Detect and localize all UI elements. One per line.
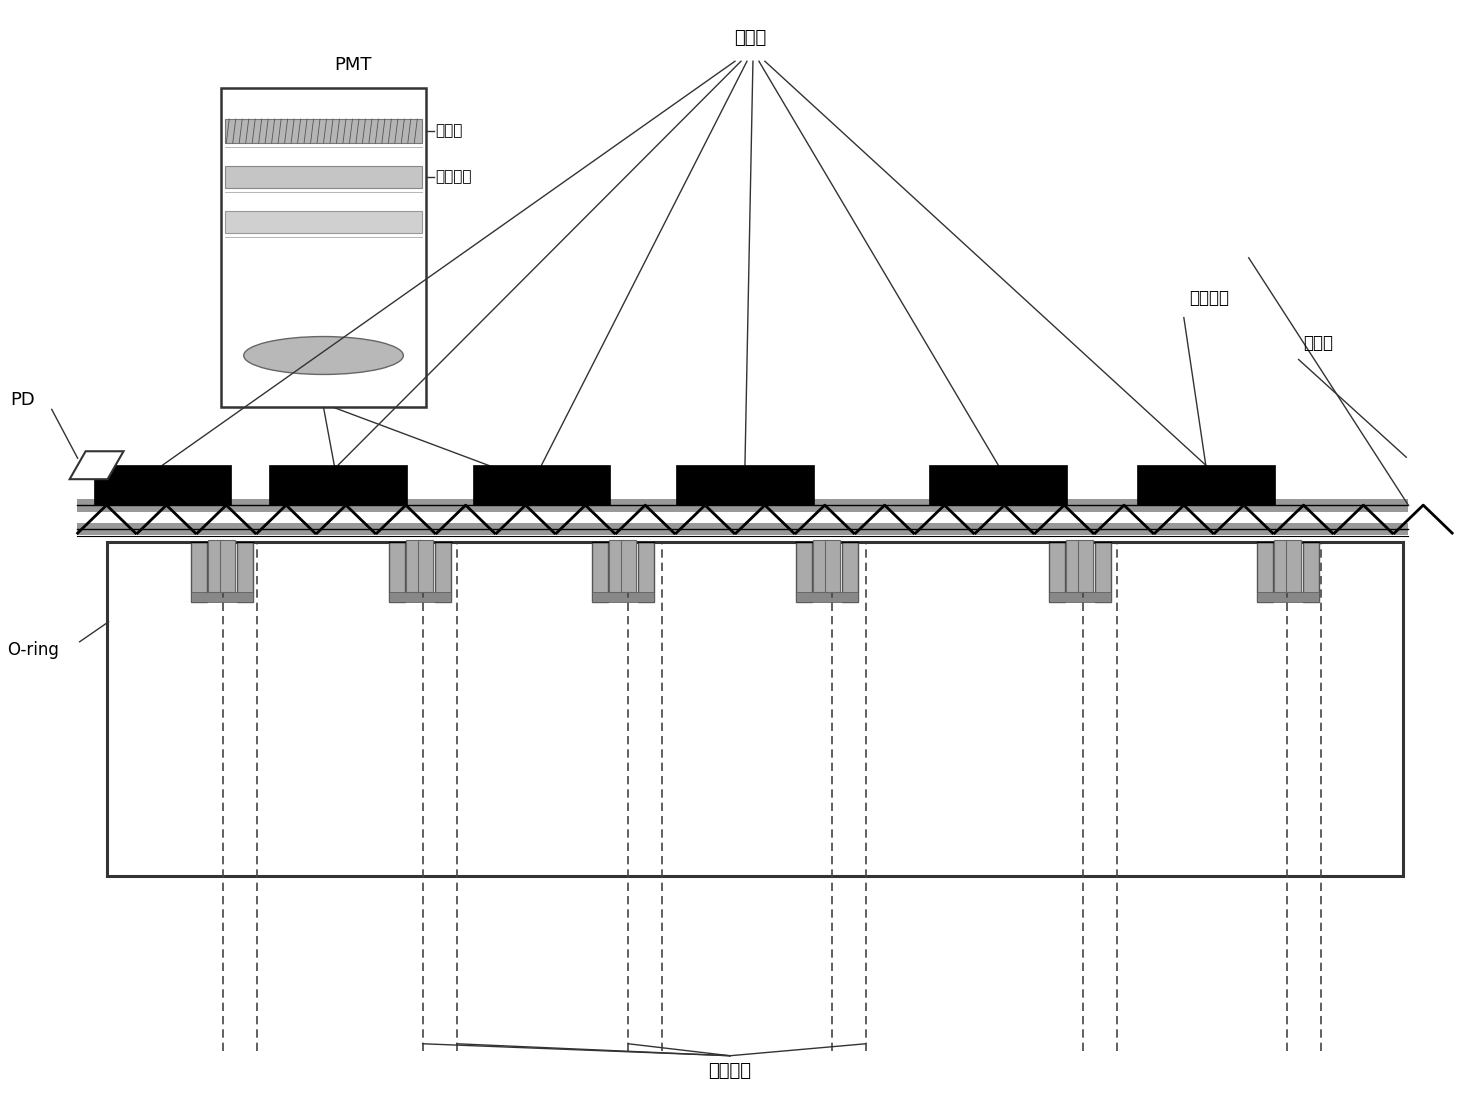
Bar xyxy=(796,592,858,602)
Bar xyxy=(1273,540,1288,592)
Bar xyxy=(1303,542,1319,602)
Bar xyxy=(1067,540,1081,592)
Text: 进出样管: 进出样管 xyxy=(708,1062,752,1079)
Bar xyxy=(191,592,254,602)
Bar xyxy=(638,542,654,602)
Bar xyxy=(593,542,609,602)
Bar xyxy=(226,166,421,188)
Bar xyxy=(389,592,450,602)
Bar xyxy=(221,89,425,407)
Polygon shape xyxy=(70,452,124,479)
Bar xyxy=(1136,465,1275,505)
Text: 反应池: 反应池 xyxy=(734,29,766,48)
Bar xyxy=(434,542,450,602)
Bar xyxy=(1257,592,1319,602)
Bar xyxy=(472,465,610,505)
Text: 传感元件: 传感元件 xyxy=(1189,289,1228,307)
Bar xyxy=(270,465,407,505)
Text: 收集透鈥: 收集透鈥 xyxy=(436,169,472,185)
Bar xyxy=(407,540,421,592)
Bar xyxy=(237,542,254,602)
Bar xyxy=(842,542,858,602)
Bar xyxy=(1285,540,1301,592)
Bar xyxy=(418,540,433,592)
Bar xyxy=(1096,542,1112,602)
Text: 滤光片: 滤光片 xyxy=(436,124,463,138)
Bar xyxy=(208,540,223,592)
Bar xyxy=(389,542,405,602)
Text: O-ring: O-ring xyxy=(7,641,58,659)
Bar xyxy=(226,210,421,232)
Bar xyxy=(609,540,624,592)
Bar xyxy=(106,542,1403,876)
Bar xyxy=(226,120,421,143)
Bar xyxy=(220,540,235,592)
Ellipse shape xyxy=(243,337,404,374)
Bar xyxy=(191,542,207,602)
Bar xyxy=(930,465,1067,505)
Bar xyxy=(621,540,637,592)
Text: 過光罩: 過光罩 xyxy=(1304,333,1333,352)
Bar xyxy=(813,540,828,592)
Bar xyxy=(796,542,812,602)
Bar xyxy=(77,524,1409,535)
Bar xyxy=(1078,540,1093,592)
Bar xyxy=(825,540,839,592)
Text: PD: PD xyxy=(10,392,35,410)
Bar xyxy=(77,499,1409,513)
Text: PMT: PMT xyxy=(335,56,372,74)
Bar xyxy=(1049,592,1112,602)
Bar xyxy=(593,592,654,602)
Bar xyxy=(676,465,814,505)
Bar xyxy=(1257,542,1272,602)
Bar xyxy=(1049,542,1065,602)
Bar xyxy=(93,465,232,505)
